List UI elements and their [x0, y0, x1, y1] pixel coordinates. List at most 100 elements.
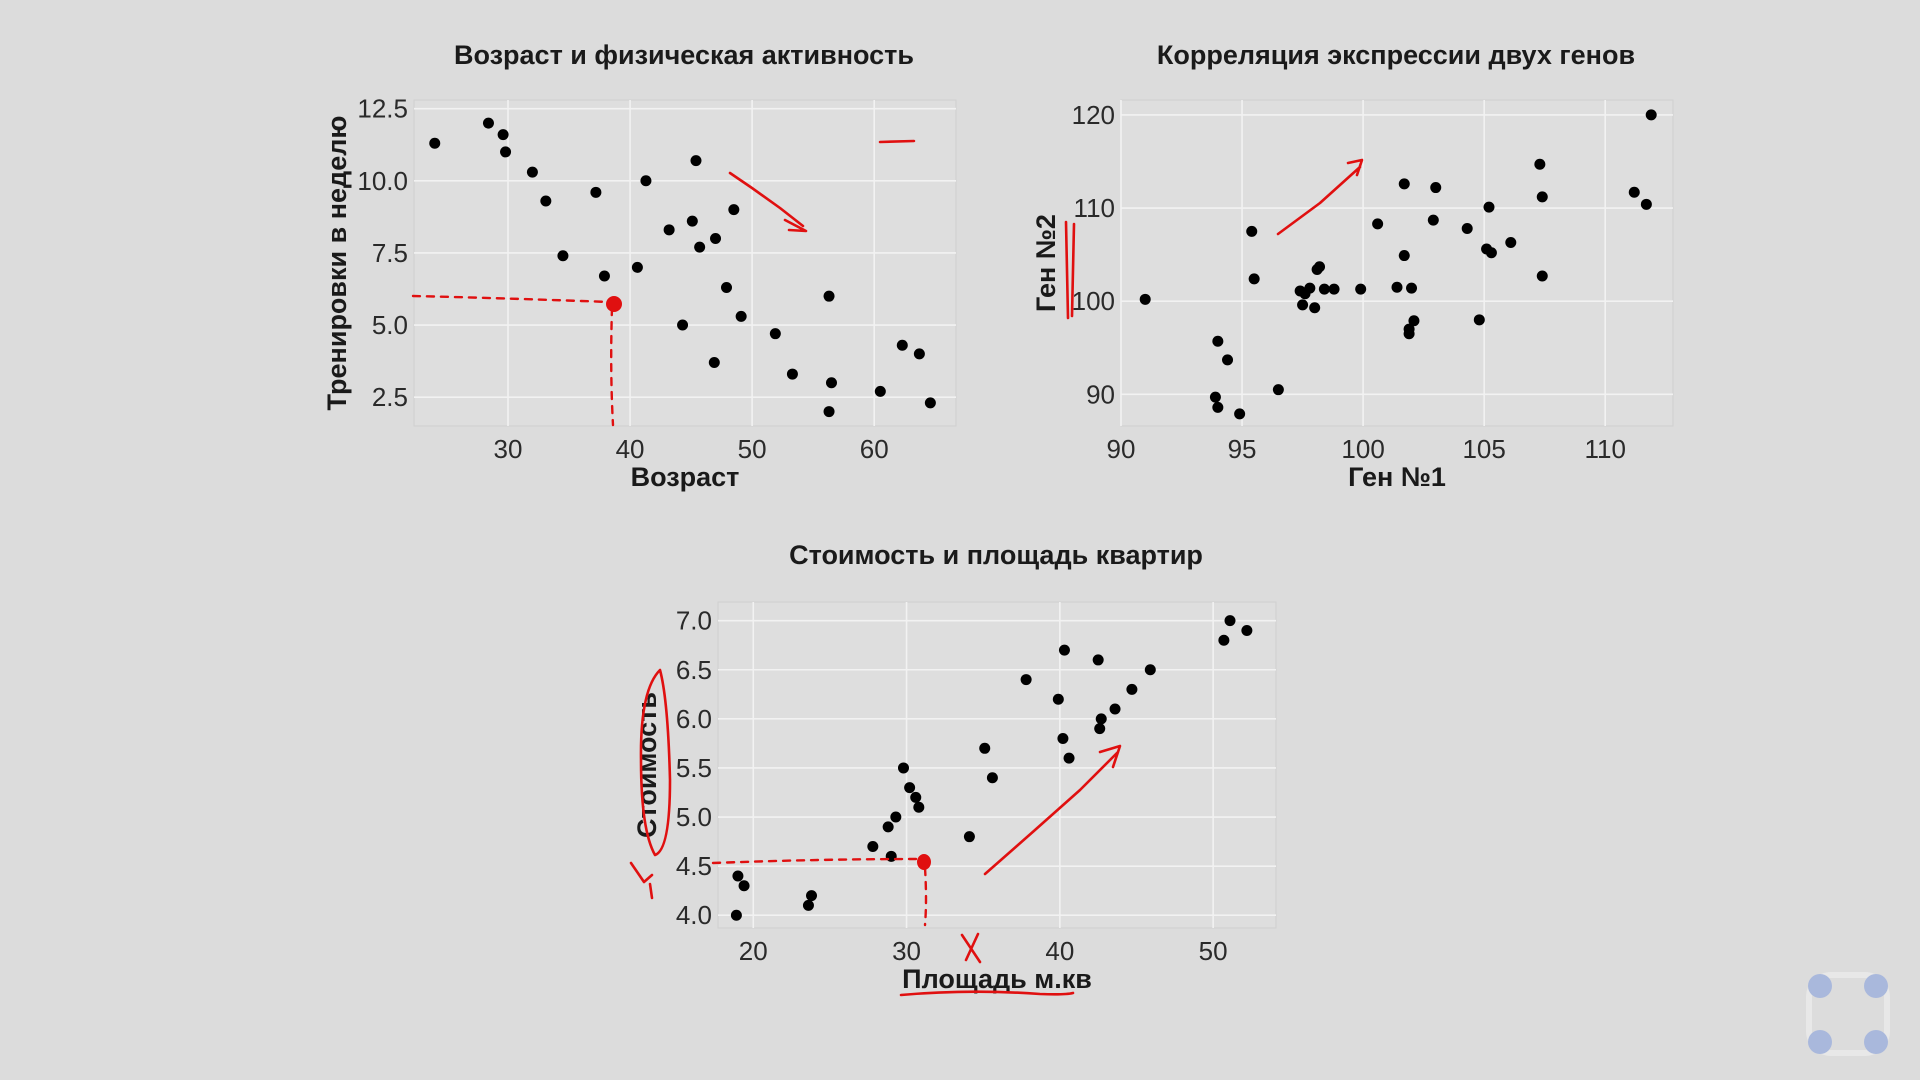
data-point	[1063, 752, 1075, 764]
data-point	[1403, 323, 1415, 335]
data-point	[769, 328, 781, 340]
y-axis-title: Тренировки в неделю	[322, 116, 352, 411]
x-tick-label: 40	[616, 434, 645, 464]
data-point	[1536, 270, 1548, 282]
plot-area	[717, 601, 1277, 929]
data-point	[1534, 158, 1546, 170]
plot-area	[1120, 99, 1674, 427]
data-point	[910, 791, 922, 803]
data-point	[1272, 384, 1284, 396]
data-point	[708, 357, 720, 369]
data-point	[1246, 225, 1258, 237]
y-tick-label: 90	[1086, 379, 1115, 409]
data-point	[1222, 354, 1234, 366]
data-point	[979, 742, 991, 754]
data-point	[1398, 250, 1410, 262]
x-tick-label: 50	[738, 434, 767, 464]
x-tick-label: 40	[1045, 936, 1074, 966]
data-point	[732, 870, 744, 882]
data-point	[677, 319, 689, 331]
data-point	[1372, 218, 1384, 230]
x-tick-label: 95	[1228, 434, 1257, 464]
data-point	[1095, 713, 1107, 725]
x-tick-label: 30	[892, 936, 921, 966]
data-point	[1318, 283, 1330, 295]
data-point	[1052, 693, 1064, 705]
ink-highlight-point-2	[917, 854, 931, 870]
data-point	[1248, 273, 1260, 285]
y-tick-label: 110	[1074, 193, 1115, 223]
data-point	[1483, 201, 1495, 213]
x-tick-label: 105	[1462, 434, 1505, 464]
x-axis-title: Ген №1	[1348, 462, 1446, 492]
data-point	[1094, 723, 1106, 735]
four-dots-rounded-square-icon	[1806, 972, 1890, 1056]
x-axis-title: Возраст	[631, 462, 740, 492]
x-axis-title: Площадь м.кв	[902, 964, 1092, 994]
ink-dashed-v-guide	[610, 306, 615, 427]
data-point	[963, 831, 975, 843]
y-tick-label: 2.5	[372, 382, 408, 412]
data-point	[1430, 182, 1442, 194]
x-tick-label: 100	[1341, 434, 1384, 464]
x-tick-label: 110	[1584, 434, 1625, 464]
data-point	[728, 204, 740, 216]
ink-dashed-v-guide-2	[923, 866, 928, 927]
data-point	[721, 282, 733, 294]
data-point	[1406, 282, 1418, 294]
x-tick-label: 60	[860, 434, 889, 464]
x-tick-label: 30	[494, 434, 523, 464]
data-point	[1297, 299, 1309, 311]
data-point	[825, 377, 837, 389]
chart-title: Стоимость и площадь квартир	[789, 540, 1203, 570]
data-point	[1391, 281, 1403, 293]
data-point	[1328, 283, 1340, 295]
data-point	[710, 232, 722, 244]
data-point	[1309, 302, 1321, 314]
data-point	[590, 186, 602, 198]
data-point	[1645, 109, 1657, 121]
data-point	[890, 811, 902, 823]
data-point	[1224, 615, 1236, 627]
data-point	[631, 261, 643, 273]
data-point	[526, 166, 538, 178]
y-tick-label: 10.0	[357, 166, 408, 196]
data-point	[897, 762, 909, 774]
y-tick-label: 100	[1072, 286, 1115, 316]
data-point	[730, 909, 742, 921]
data-point	[786, 368, 798, 380]
data-point	[1212, 335, 1224, 347]
data-point	[1408, 315, 1420, 327]
y-axis-title: Стоимость	[632, 692, 662, 838]
chart-title: Корреляция экспрессии двух генов	[1157, 40, 1635, 70]
ink-dashed-h-guide	[411, 294, 611, 304]
y-tick-label: 4.0	[676, 900, 712, 930]
y-tick-label: 5.0	[372, 310, 408, 340]
data-point	[686, 215, 698, 227]
data-point	[1304, 282, 1316, 294]
data-point	[598, 270, 610, 282]
annotation-toolbar-button[interactable]	[1804, 970, 1892, 1058]
data-point	[867, 841, 879, 852]
scatter-panel-gene-correlation: Корреляция экспрессии двух генов 90 95 100 1…	[1031, 40, 1674, 492]
y-tick-label: 7.0	[676, 606, 712, 636]
data-point	[497, 129, 509, 141]
ink-arrow-up-right	[1276, 158, 1364, 236]
y-tick-label: 5.5	[676, 753, 712, 783]
data-point	[1427, 214, 1439, 226]
data-point	[1218, 634, 1230, 646]
data-point	[1628, 186, 1640, 198]
ink-x-mark	[960, 932, 982, 964]
data-point	[1234, 408, 1246, 420]
data-point	[429, 137, 441, 149]
data-point	[896, 339, 908, 351]
data-point	[1241, 624, 1253, 636]
data-point	[500, 146, 512, 158]
y-axis-title: Ген №2	[1031, 214, 1061, 312]
y-tick-label: 120	[1072, 100, 1115, 130]
data-point	[986, 772, 998, 784]
data-point	[663, 224, 675, 236]
data-point	[1461, 223, 1473, 235]
data-point	[735, 310, 747, 322]
